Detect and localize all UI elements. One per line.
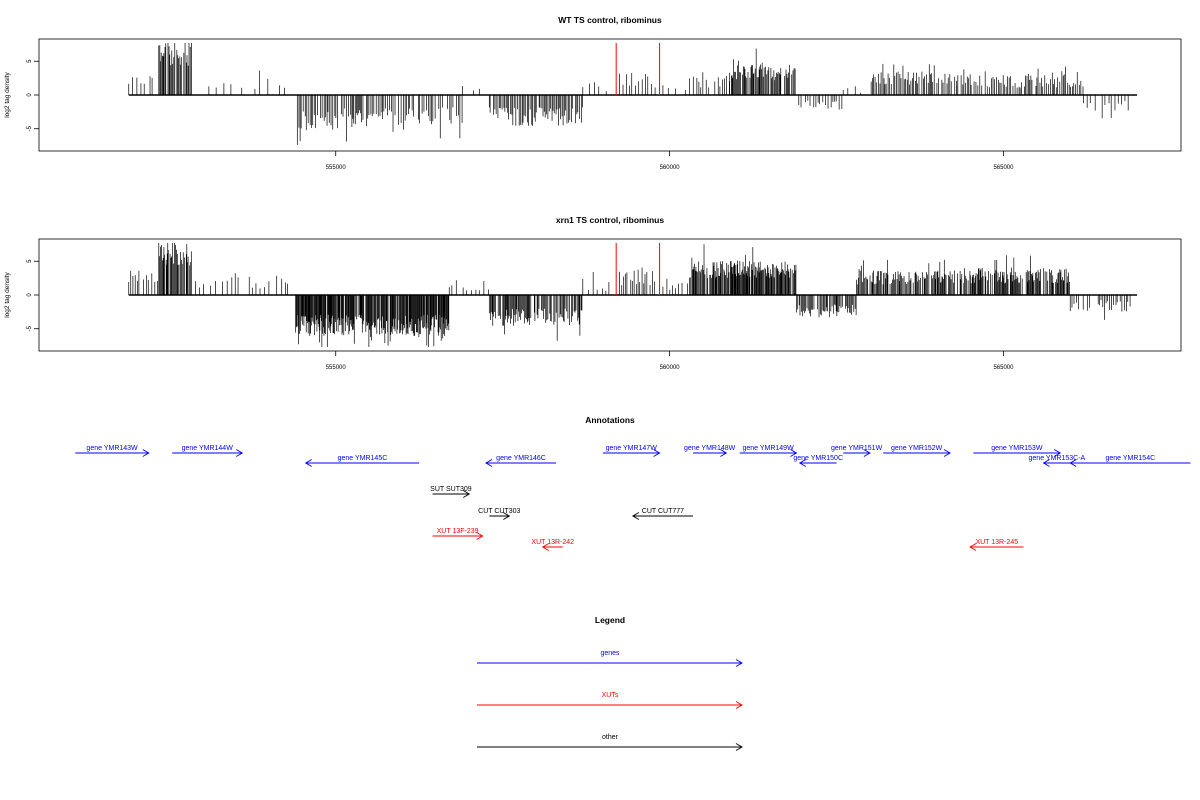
- y-tick-label: -5: [27, 125, 33, 131]
- x-tick-label: 560000: [660, 165, 681, 171]
- annotation-label: XUT 13R-245: [975, 539, 1018, 546]
- annotation-label: CUT CUT777: [642, 508, 684, 515]
- y-tick-label: -5: [27, 325, 33, 331]
- annotation-feature: gene YMR147W: [602, 445, 661, 457]
- legend-entry: other: [477, 734, 743, 751]
- annotation-label: gene YMR154C: [1105, 455, 1155, 462]
- annotation-feature: XUT 13R-245: [969, 539, 1024, 551]
- x-tick-label: 560000: [660, 365, 681, 371]
- y-tick-label: 0: [27, 293, 33, 297]
- annotation-feature: XUT 13R-242: [531, 539, 574, 551]
- annotation-label: gene YMR149W: [742, 445, 794, 452]
- annotation-feature: gene YMR148W: [684, 445, 736, 457]
- annotation-feature: gene YMR153C-A: [1029, 455, 1086, 467]
- annotation-label: gene YMR145C: [338, 455, 388, 462]
- annotation-feature: XUT 13F-239: [432, 528, 484, 540]
- wt-panel: WT TS control, ribominus log2 tag densit…: [4, 15, 1182, 171]
- y-tick-label: 5: [27, 259, 33, 263]
- x-tick-label: 555000: [326, 365, 347, 371]
- annotation-arrowhead: [1069, 459, 1077, 467]
- annotation-feature: gene YMR152W: [883, 445, 951, 457]
- wt-coverage-bars: [128, 43, 1129, 145]
- annotation-feature: gene YMR145C: [304, 455, 420, 467]
- annotation-arrowhead: [1042, 459, 1050, 467]
- wt-panel-title: WT TS control, ribominus: [558, 15, 662, 25]
- annotation-label: gene YMR144W: [182, 445, 234, 452]
- annotation-feature: gene YMR153W: [973, 445, 1062, 457]
- xrn1-y-axis-label: log2 tag density: [4, 271, 11, 317]
- legend-label: genes: [600, 650, 620, 657]
- xrn1-panel: xrn1 TS control, ribominus log2 tag dens…: [4, 215, 1182, 371]
- annotation-label: gene YMR147W: [606, 445, 658, 452]
- annotation-arrowhead: [653, 449, 661, 457]
- annotation-arrowhead: [142, 449, 150, 457]
- legend-label: XUTs: [602, 692, 619, 699]
- legend-entry: genes: [477, 650, 743, 667]
- annotation-feature: gene YMR149W: [739, 445, 798, 457]
- legend-label: other: [602, 734, 619, 741]
- legend-arrowhead: [735, 701, 743, 709]
- xrn1-axes: -5 0 5 555000 560000 565000: [27, 243, 1137, 371]
- annotation-feature: gene YMR154C: [1069, 455, 1191, 467]
- y-tick-label: 5: [27, 59, 33, 63]
- annotation-arrowhead: [485, 459, 493, 467]
- annotation-arrowhead: [463, 490, 471, 498]
- annotation-label: gene YMR153W: [991, 445, 1043, 452]
- annotation-label: gene YMR146C: [496, 455, 546, 462]
- wt-axes: -5 0 5 555000 560000 565000: [27, 43, 1137, 171]
- annotation-feature: CUT CUT777: [631, 508, 693, 520]
- annotation-feature: gene YMR146C: [485, 455, 557, 467]
- annotation-arrowhead: [790, 449, 798, 457]
- annotation-arrowhead: [720, 449, 728, 457]
- annotation-arrowhead: [943, 449, 951, 457]
- annotation-feature: SUT SUT309: [430, 486, 472, 498]
- xrn1-panel-title: xrn1 TS control, ribominus: [556, 215, 664, 225]
- annotation-label: gene YMR151W: [831, 445, 883, 452]
- y-tick-label: 0: [27, 93, 33, 97]
- annotation-label: gene YMR153C-A: [1029, 455, 1086, 462]
- annotation-feature: gene YMR150C: [793, 455, 843, 467]
- x-tick-label: 565000: [993, 165, 1014, 171]
- annotation-label: gene YMR150C: [793, 455, 843, 462]
- annotation-features: gene YMR143W gene YMR144W gene YMR145C gene…: [75, 445, 1191, 551]
- x-tick-label: 565000: [993, 365, 1014, 371]
- annotation-label: gene YMR143W: [86, 445, 138, 452]
- annotation-label: gene YMR148W: [684, 445, 736, 452]
- annotation-arrowhead: [304, 459, 312, 467]
- annotation-feature: gene YMR151W: [831, 445, 883, 457]
- annotation-label: CUT CUT303: [478, 508, 520, 515]
- annotation-feature: CUT CUT303: [478, 508, 521, 520]
- x-tick-label: 555000: [326, 165, 347, 171]
- annotation-arrowhead: [1053, 449, 1062, 457]
- xrn1-coverage-bars: [128, 243, 1131, 347]
- legend-title: Legend: [595, 615, 625, 625]
- annotation-arrowhead: [541, 543, 549, 551]
- legend-entries: genes XUTs other: [477, 650, 743, 751]
- wt-y-axis-label: log2 tag density: [4, 71, 11, 117]
- annotation-label: gene YMR152W: [891, 445, 943, 452]
- annotation-arrowhead: [236, 449, 244, 457]
- annotation-label: XUT 13R-242: [531, 539, 574, 546]
- annotation-feature: gene YMR144W: [172, 445, 244, 457]
- legend-arrowhead: [735, 659, 743, 667]
- annotation-arrowhead: [969, 543, 977, 551]
- legend-entry: XUTs: [477, 692, 743, 709]
- annotation-arrowhead: [798, 459, 807, 467]
- annotation-label: SUT SUT309: [430, 486, 472, 493]
- annotation-arrowhead: [476, 532, 484, 540]
- annotations-title: Annotations: [585, 415, 635, 425]
- annotation-arrowhead: [863, 449, 871, 457]
- legend-arrowhead: [735, 743, 743, 751]
- annotation-arrowhead: [503, 512, 511, 520]
- annotation-label: XUT 13F-239: [437, 528, 479, 535]
- annotation-arrowhead: [631, 512, 640, 520]
- legend: Legend genes XUTs other: [477, 615, 743, 751]
- annotations-track: Annotations gene YMR143W gene YMR144Wgene…: [75, 415, 1191, 551]
- annotation-feature: gene YMR143W: [75, 445, 150, 457]
